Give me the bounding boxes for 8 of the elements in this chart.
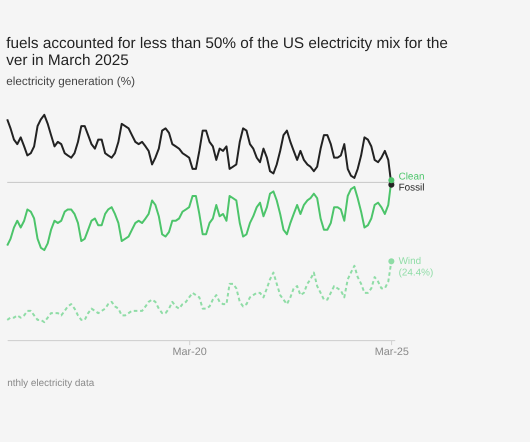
chart-title: fuels accounted for less than 50% of the US electricity mix for the ver in March 2025	[6, 35, 448, 70]
x-tick-label: Mar-20	[172, 346, 207, 358]
series-label: Clean	[398, 172, 424, 183]
chart-subtitle: electricity generation (%)	[6, 75, 136, 88]
series-label: Fossil	[398, 182, 424, 194]
x-tick-label: Mar-25	[374, 346, 409, 358]
series-label: Wind (24.4%)	[398, 256, 434, 279]
text: nthly electricity data	[7, 378, 95, 390]
